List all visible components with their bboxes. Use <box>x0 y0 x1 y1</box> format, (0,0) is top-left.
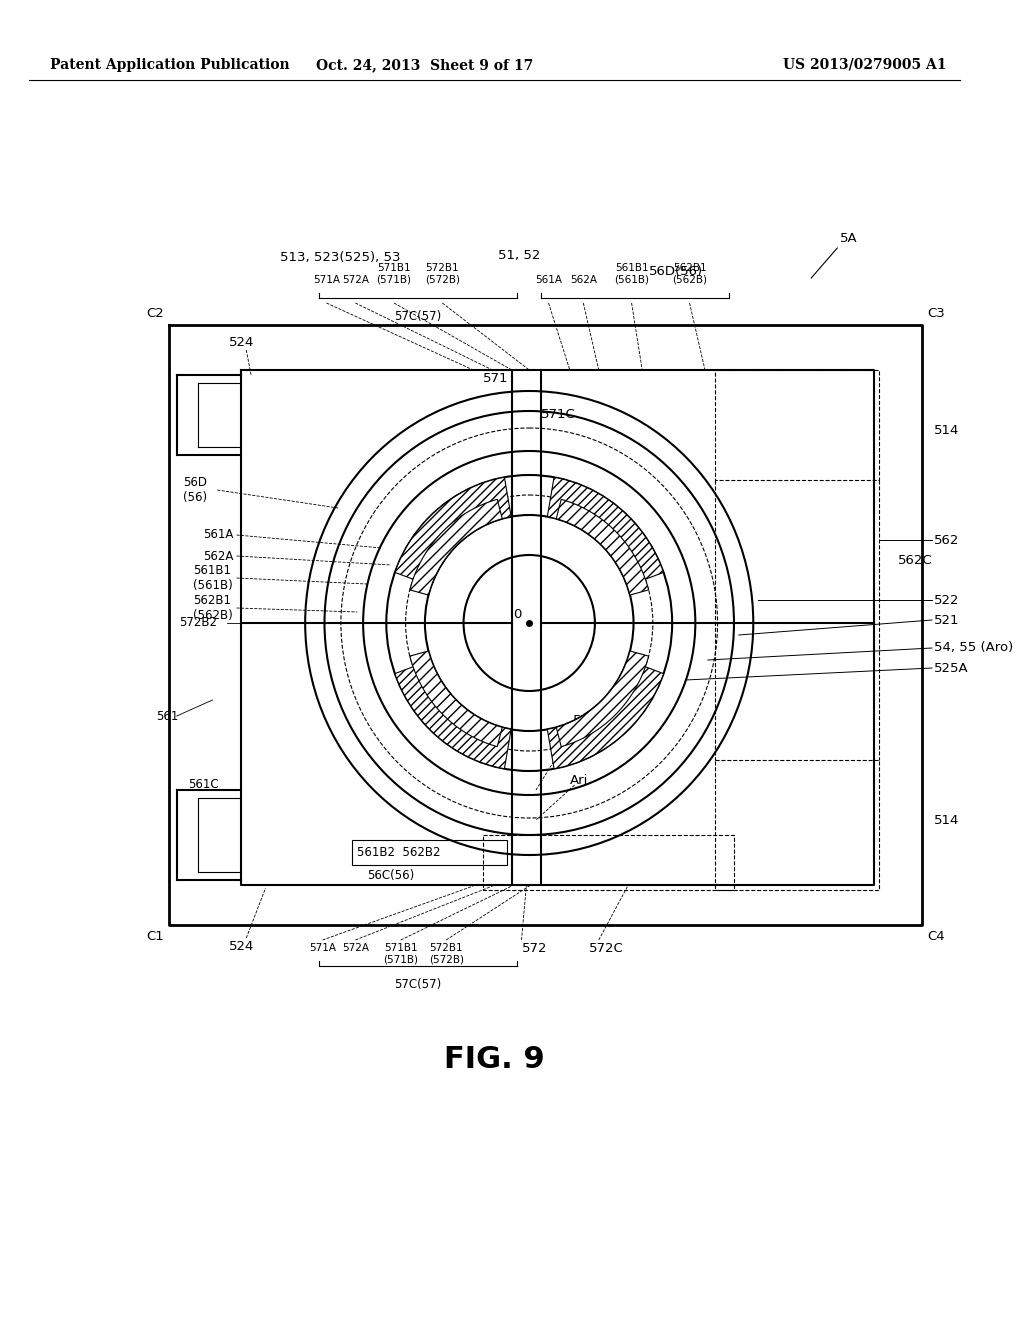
Text: 571A: 571A <box>309 942 336 953</box>
Text: 572A: 572A <box>342 942 369 953</box>
Text: 561A: 561A <box>203 528 233 541</box>
Text: 524: 524 <box>228 335 254 348</box>
Text: 57C(57): 57C(57) <box>394 310 441 323</box>
Text: 562B1
(562B): 562B1 (562B) <box>672 264 707 285</box>
Text: C4: C4 <box>927 931 945 942</box>
Text: 56D
(56): 56D (56) <box>183 477 208 504</box>
Polygon shape <box>556 499 648 595</box>
Text: FIG. 9: FIG. 9 <box>444 1045 545 1074</box>
Text: 562C: 562C <box>898 553 933 566</box>
Text: 571: 571 <box>483 371 508 384</box>
Text: 56D(56): 56D(56) <box>649 265 703 279</box>
Text: 572A: 572A <box>342 275 369 285</box>
Polygon shape <box>548 478 664 586</box>
Text: C3: C3 <box>927 308 945 319</box>
Text: Ari: Ari <box>569 774 588 787</box>
Polygon shape <box>556 651 648 747</box>
Text: 571A: 571A <box>313 275 340 285</box>
Bar <box>352 840 507 865</box>
Polygon shape <box>395 660 511 768</box>
Polygon shape <box>410 651 502 747</box>
Text: 572B1
(572B): 572B1 (572B) <box>425 264 460 285</box>
Text: 571B2: 571B2 <box>572 714 615 726</box>
Text: 56C(56): 56C(56) <box>367 869 415 882</box>
Text: 571B1
(571B): 571B1 (571B) <box>383 944 418 965</box>
Text: 562A: 562A <box>203 549 233 562</box>
Text: 51, 52: 51, 52 <box>499 248 541 261</box>
Text: 561A: 561A <box>536 275 562 285</box>
Text: 57C(57): 57C(57) <box>394 978 441 991</box>
Text: Patent Application Publication: Patent Application Publication <box>50 58 290 73</box>
Text: 0: 0 <box>513 609 522 622</box>
Text: 514: 514 <box>934 813 959 826</box>
Text: 561B1
(561B): 561B1 (561B) <box>614 264 649 285</box>
Text: 562A: 562A <box>569 275 597 285</box>
Text: 522: 522 <box>934 594 959 606</box>
Text: 5A: 5A <box>841 231 858 244</box>
Text: 571C: 571C <box>541 408 575 421</box>
Text: 572C: 572C <box>589 941 624 954</box>
Text: 514: 514 <box>934 424 959 437</box>
Text: 524: 524 <box>228 940 254 953</box>
Polygon shape <box>395 478 511 586</box>
Text: 525A: 525A <box>934 661 969 675</box>
Text: 562B1
(562B): 562B1 (562B) <box>194 594 232 622</box>
Text: US 2013/0279005 A1: US 2013/0279005 A1 <box>783 58 946 73</box>
Polygon shape <box>548 660 664 768</box>
Text: 572B1
(572B): 572B1 (572B) <box>429 944 464 965</box>
Text: Oct. 24, 2013  Sheet 9 of 17: Oct. 24, 2013 Sheet 9 of 17 <box>316 58 534 73</box>
Text: C1: C1 <box>146 931 164 942</box>
Text: 513, 523(525), 53: 513, 523(525), 53 <box>281 252 400 264</box>
Text: 561: 561 <box>157 710 179 722</box>
Text: 572B2: 572B2 <box>178 616 217 630</box>
Text: 572: 572 <box>521 941 547 954</box>
Text: 571B1
(571B): 571B1 (571B) <box>377 264 412 285</box>
Text: 561B2  562B2: 561B2 562B2 <box>357 846 440 858</box>
Text: C2: C2 <box>146 308 164 319</box>
Text: 561B1
(561B): 561B1 (561B) <box>194 564 232 591</box>
Text: 54, 55 (Aro): 54, 55 (Aro) <box>934 642 1013 655</box>
Text: 561C: 561C <box>188 779 219 792</box>
Polygon shape <box>410 499 502 595</box>
Text: 521: 521 <box>934 614 959 627</box>
Text: 562: 562 <box>934 533 959 546</box>
